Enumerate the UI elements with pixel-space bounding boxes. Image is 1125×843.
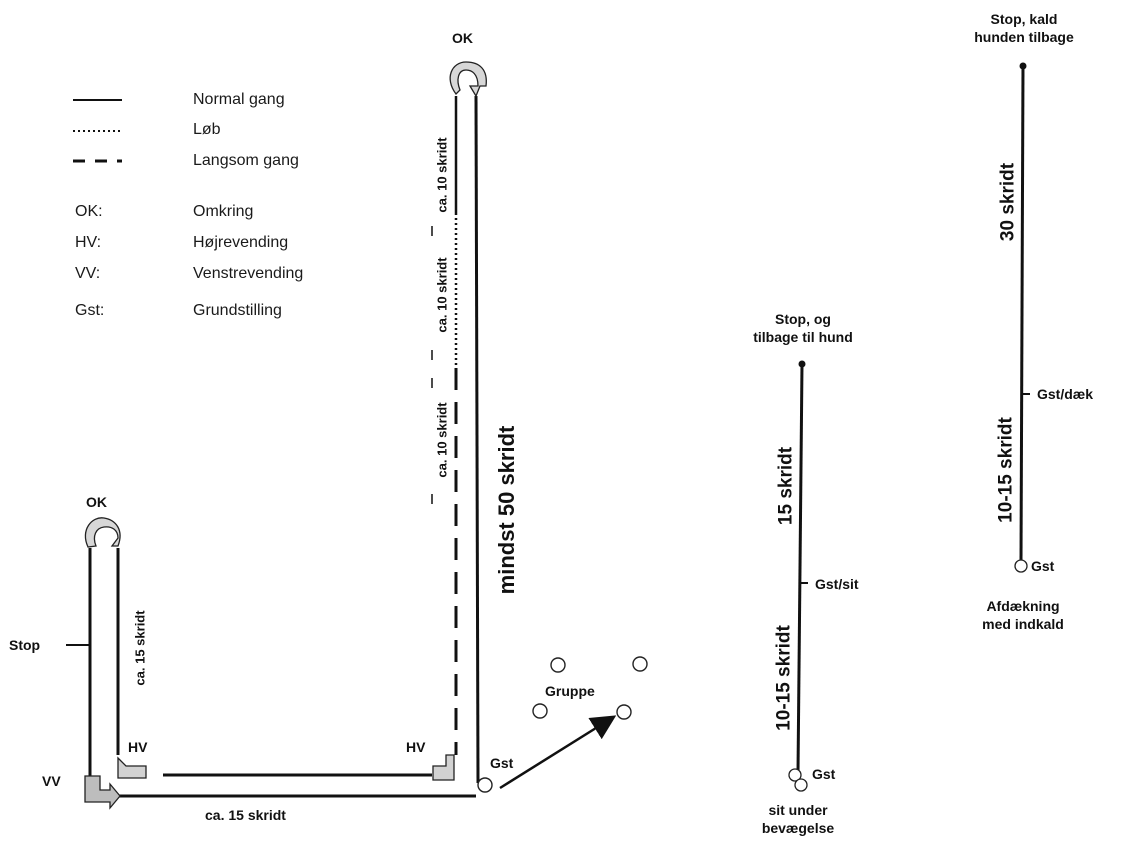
down-exercise-caption: Afdækning med indkald: [982, 598, 1064, 633]
group-label: Gruppe: [545, 683, 595, 699]
down-stop-text: Stop, kald hunden tilbage: [974, 11, 1074, 45]
sit-stop-label: Stop, og tilbage til hund: [753, 311, 853, 346]
hv-label-right: HV: [406, 739, 426, 755]
down-caption-text: Afdækning med indkald: [982, 598, 1064, 632]
down-exercise-line: [1019, 65, 1025, 561]
sit-mid-label: Gst/sit: [815, 576, 859, 592]
group-circle: [532, 703, 548, 719]
ok-label-left: OK: [86, 494, 107, 510]
legend-run-label: Løb: [193, 121, 221, 138]
ok-label-top: OK: [452, 30, 473, 46]
right-return-path: [474, 95, 480, 784]
down-distance-upper: 30 skridt: [997, 162, 1019, 242]
hv-turn-icon-left: [117, 756, 147, 779]
group-circle: [632, 656, 648, 672]
sit-distance-upper: 15 skridt: [775, 446, 797, 526]
down-gst-circle: [1014, 559, 1028, 573]
legend-vv-key: VV:: [75, 265, 101, 282]
distance-mindst-50: mindst 50 skridt: [494, 425, 519, 595]
sit-caption-text: sit under bevægelse: [761, 802, 835, 836]
distance-ca10-middle: ca. 10 skridt: [434, 257, 450, 333]
legend-hv-value: Højrevending: [193, 234, 289, 251]
down-distance-lower: 10-15 skridt: [995, 417, 1017, 523]
down-mid-label: Gst/dæk: [1037, 386, 1094, 402]
sit-stop-text: Stop, og tilbage til hund: [753, 311, 853, 345]
down-stop-label: Stop, kald hunden tilbage: [974, 11, 1074, 46]
distance-ca15-horizontal: ca. 15 skridt: [205, 807, 286, 823]
distance-ca10-lower: ca. 10 skridt: [434, 402, 450, 478]
hv-turn-icon-right: [432, 754, 455, 781]
vv-label: VV: [42, 773, 61, 789]
sit-gst-circle: [788, 768, 802, 782]
stop-label: Stop: [9, 637, 41, 653]
legend-hv-key: HV:: [75, 234, 102, 251]
legend-gst-value: Grundstilling: [193, 302, 282, 319]
group-circle: [550, 657, 566, 673]
vv-turn-icon: [84, 775, 121, 810]
ok-turn-icon-left: [84, 517, 121, 548]
sit-exercise-caption: sit under bevægelse: [762, 802, 834, 837]
ok-turn-icon-top: [449, 61, 487, 98]
distance-ca10-upper: ca. 10 skridt: [434, 137, 450, 213]
legend-vv-value: Venstrevending: [193, 265, 304, 282]
legend-normal-label: Normal gang: [193, 91, 285, 108]
group-arrow: [499, 715, 617, 790]
legend-slow-label: Langsom gang: [193, 152, 299, 169]
down-gst-label: Gst: [1031, 558, 1055, 574]
legend-gst-key: Gst:: [75, 302, 105, 319]
sit-distance-lower: 10-15 skridt: [773, 625, 795, 731]
distance-ca15-vertical: ca. 15 skridt: [132, 610, 148, 686]
sit-gst-label: Gst: [812, 766, 836, 782]
gst-circle-main: [477, 777, 493, 793]
gst-label-main: Gst: [490, 755, 514, 771]
legend-ok-key: OK:: [75, 203, 103, 220]
group-circle: [616, 704, 632, 720]
hv-label-left: HV: [128, 739, 148, 755]
sit-exercise-line: [796, 363, 804, 773]
legend-ok-value: Omkring: [193, 203, 254, 220]
sit-gst-circle: [794, 778, 808, 792]
